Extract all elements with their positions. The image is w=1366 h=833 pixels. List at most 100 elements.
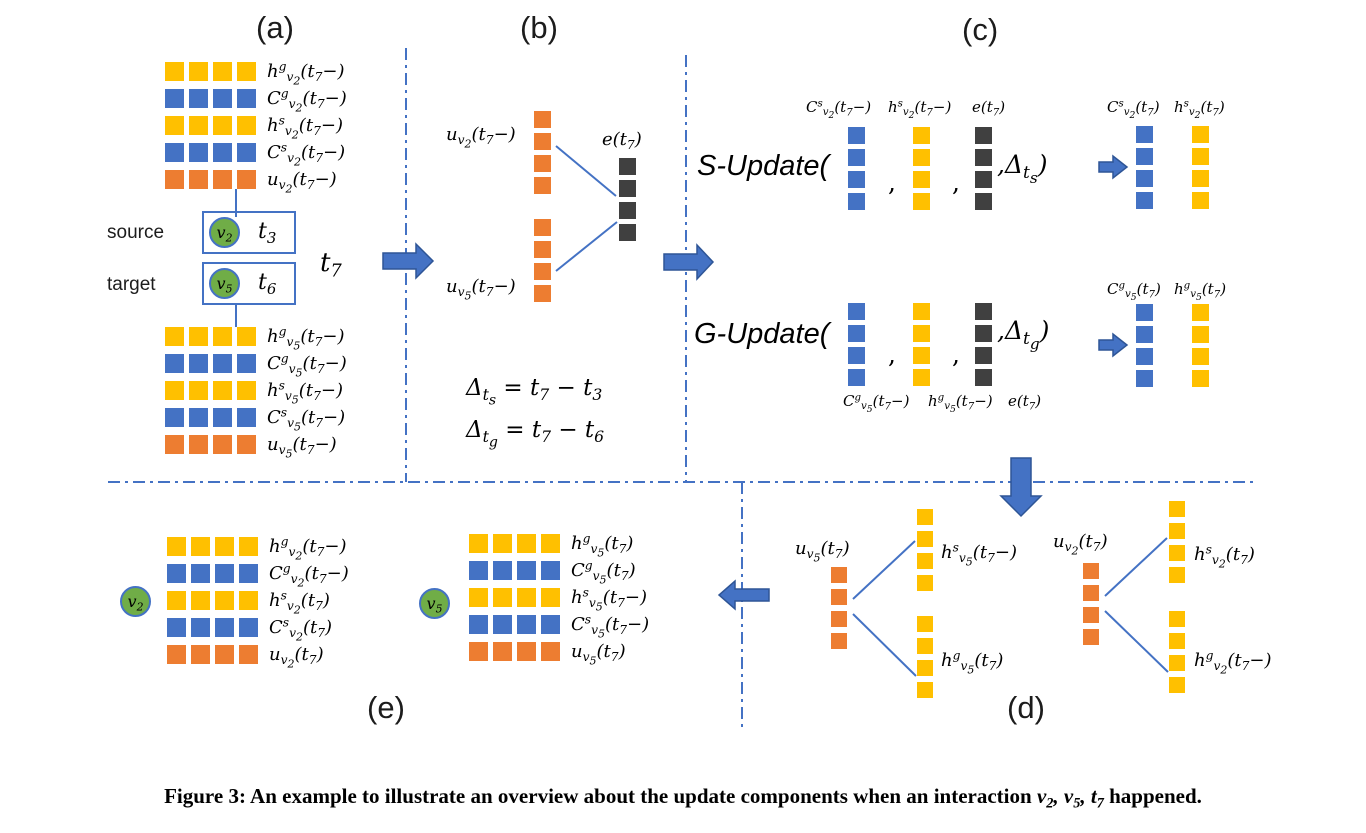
matrix-row: hsv5(t7−) — [165, 379, 347, 405]
vector-square — [1136, 370, 1153, 387]
matrix-row-label: uv5(t7) — [571, 641, 626, 668]
d-hg-v5-vector — [917, 616, 933, 704]
matrix-row-label: hgv2(t7−) — [269, 534, 347, 563]
vector-square — [619, 224, 636, 241]
vector-square — [534, 111, 551, 128]
matrix-square — [215, 618, 234, 637]
matrix-row-label: hsv2(t7−) — [267, 113, 343, 142]
node-v5: v5 — [209, 268, 240, 299]
matrix-square — [191, 591, 210, 610]
vector-square — [975, 193, 992, 210]
matrix-square — [191, 618, 210, 637]
matrix-row-label: Csv2(t7) — [269, 615, 333, 644]
vector-square — [913, 347, 930, 364]
caption-suffix: happened. — [1103, 784, 1202, 808]
vector-square — [975, 127, 992, 144]
panel-a-label: (a) — [256, 10, 294, 45]
matrix-square — [189, 435, 208, 454]
caption-math: v2, v5, t7 — [1036, 784, 1104, 812]
u-v5-vector — [534, 219, 551, 307]
matrix-square — [541, 561, 560, 580]
matrix-row-label: hgv5(t7) — [571, 531, 634, 560]
g-delta-arg: ,Δtg) — [997, 316, 1050, 354]
matrix-row-label: hgv5(t7−) — [267, 324, 345, 353]
matrix-row: uv5(t7−) — [165, 434, 347, 461]
d-u-v2-vector — [1083, 563, 1099, 651]
vector-square — [1192, 192, 1209, 209]
s-comma-1: , — [888, 168, 896, 197]
edge-feature-vector — [619, 158, 636, 246]
delta-ts-equation: Δts = t7 − t3 — [466, 375, 603, 409]
matrix-row-label: Cgv5(t7−) — [267, 351, 347, 380]
vector-square — [831, 611, 847, 627]
panel-c-label: (c) — [962, 12, 999, 47]
g-arg2-vector — [913, 303, 930, 391]
e-node-v2-label: v2 — [127, 592, 144, 614]
matrix-square — [165, 116, 184, 135]
g-arg1-label: Cgv5(t7−) — [843, 392, 910, 416]
matrix-square — [165, 62, 184, 81]
matrix-square — [213, 62, 232, 81]
d-hg-v2-label: hgv2(t7−) — [1194, 648, 1272, 677]
memory-matrix-v5: hgv5(t7−) Cgv5(t7−) hsv5(t7−) Csv5(t7−) uv5(… — [165, 324, 347, 462]
matrix-square — [213, 408, 232, 427]
matrix-square — [237, 116, 256, 135]
matrix-row-label: Csv2(t7−) — [267, 140, 346, 169]
matrix-row-label: hsv2(t7) — [269, 588, 330, 617]
vector-square — [1169, 611, 1185, 627]
matrix-row: hsv2(t7−) — [165, 113, 347, 142]
vector-square — [1083, 585, 1099, 601]
source-time-label: t3 — [258, 219, 277, 247]
matrix-row: hsv5(t7−) — [469, 586, 649, 612]
vector-square — [917, 509, 933, 525]
vector-square — [1136, 126, 1153, 143]
matrix-square — [469, 561, 488, 580]
matrix-square — [213, 354, 232, 373]
matrix-row: hgv5(t7−) — [165, 324, 347, 353]
matrix-square — [517, 642, 536, 661]
matrix-square — [213, 381, 232, 400]
matrix-square — [165, 435, 184, 454]
figure-caption: Figure 3: An example to illustrate an ov… — [0, 784, 1366, 812]
matrix-row: uv5(t7) — [469, 641, 649, 668]
vector-square — [913, 127, 930, 144]
vector-square — [1169, 633, 1185, 649]
vector-square — [1192, 326, 1209, 343]
matrix-row-label: uv5(t7−) — [267, 434, 337, 461]
g-out1-label: Cgv5(t7) — [1107, 280, 1161, 304]
matrix-square — [165, 327, 184, 346]
matrix-row: hgv2(t7−) — [167, 534, 349, 563]
matrix-square — [165, 408, 184, 427]
panel-b-label: (b) — [520, 10, 558, 45]
matrix-square — [213, 170, 232, 189]
updated-matrix-v2: hgv2(t7−) Cgv2(t7−) hsv2(t7) Csv2(t7) uv2(t7… — [167, 534, 349, 672]
matrix-square — [517, 561, 536, 580]
matrix-square — [517, 534, 536, 553]
vector-square — [913, 303, 930, 320]
vector-square — [1192, 370, 1209, 387]
d-hs-v2-label: hsv2(t7) — [1194, 542, 1255, 571]
d-hs-v2-vector — [1169, 501, 1185, 589]
d-hs-v5-label: hsv5(t7−) — [941, 540, 1017, 569]
matrix-row-label: Cgv5(t7) — [571, 558, 636, 587]
d-hg-v5-label: hgv5(t7) — [941, 648, 1004, 677]
matrix-square — [469, 588, 488, 607]
matrix-square — [215, 591, 234, 610]
matrix-row: hsv2(t7) — [167, 588, 349, 617]
vector-square — [1192, 304, 1209, 321]
delta-tg-equation: Δtg = t7 − t6 — [466, 417, 605, 451]
vector-square — [534, 241, 551, 258]
matrix-square — [167, 591, 186, 610]
vector-square — [917, 531, 933, 547]
memory-matrix-v2: hgv2(t7−) Cgv2(t7−) hsv2(t7−) Csv2(t7−) uv2(… — [165, 60, 347, 197]
matrix-square — [189, 408, 208, 427]
matrix-row: Cgv2(t7−) — [165, 87, 347, 113]
e-node-v5-label: v5 — [426, 594, 443, 616]
vector-square — [1192, 348, 1209, 365]
matrix-square — [239, 618, 258, 637]
vector-square — [1169, 523, 1185, 539]
matrix-square — [493, 642, 512, 661]
matrix-square — [165, 89, 184, 108]
matrix-square — [493, 561, 512, 580]
